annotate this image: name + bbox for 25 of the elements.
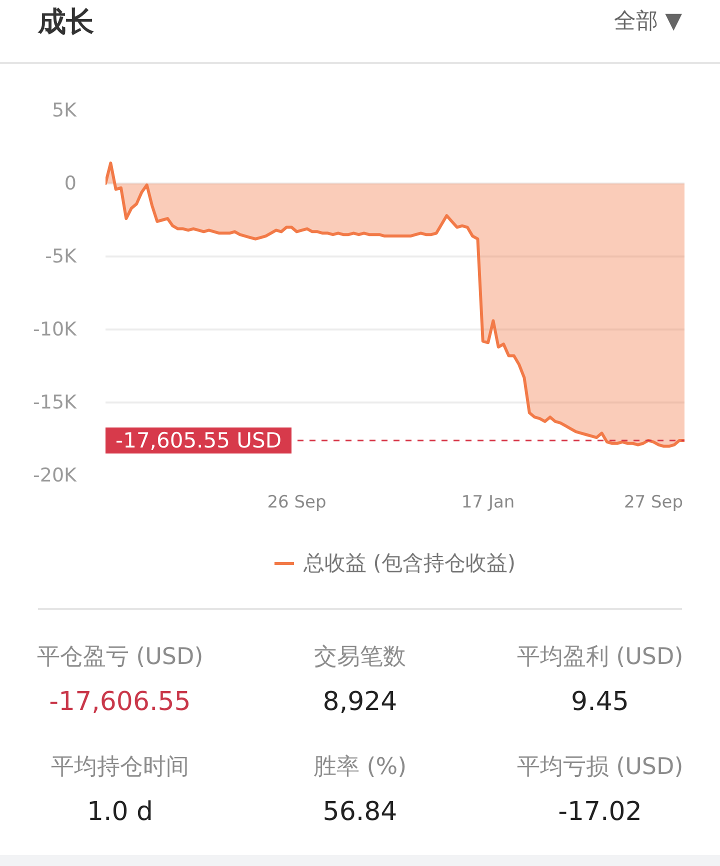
text: 8,924: [322, 687, 398, 717]
text: -17,606.55: [49, 687, 191, 717]
y-tick-label: -20K: [33, 464, 78, 486]
x-tick-label: 17 Jan: [461, 492, 515, 512]
y-tick-label: -5K: [45, 246, 78, 268]
category-label: 平均持仓时间: [50, 753, 190, 782]
category-label: 平均亏损 (USD): [516, 753, 684, 782]
y-tick-label: 0: [64, 172, 77, 194]
text: 1.0 d: [86, 797, 154, 827]
chart-title: 成长: [38, 4, 94, 40]
ref-line-label: -17,605.55 USD: [116, 428, 282, 453]
category-label: 平均盈利 (USD): [516, 643, 684, 672]
text: 56.84: [322, 797, 398, 827]
text: 9.45: [571, 687, 629, 717]
x-tick-label: 27 Sep: [624, 492, 684, 512]
category-label: 胜率 (%): [312, 753, 408, 782]
legend-label: 总收益 (包含持仓收益): [303, 550, 516, 577]
x-tick-label: 26 Sep: [267, 492, 326, 512]
text: -17.02: [558, 797, 642, 827]
y-tick-label: -15K: [33, 392, 78, 414]
category-label: 交易笔数: [313, 643, 407, 672]
y-tick-label: -10K: [33, 318, 78, 340]
y-tick-label: 5K: [52, 100, 78, 122]
text: 全部 ▼: [614, 8, 682, 36]
category-label: 平仓盈亏 (USD): [36, 643, 204, 672]
